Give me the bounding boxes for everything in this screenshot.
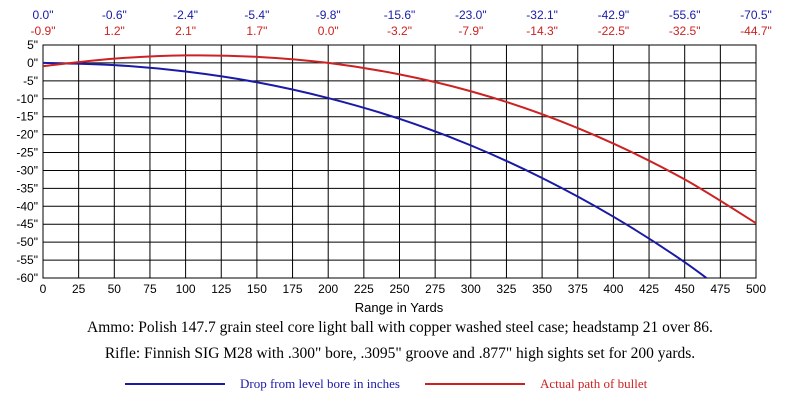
x-tick-label: 400 — [603, 282, 623, 296]
top-drop-label: -15.6" — [384, 8, 416, 22]
x-tick-label: 350 — [532, 282, 552, 296]
series-line-drop — [43, 61, 709, 278]
x-tick-labels: 0 25 50 75 100 125 150 175 200 225 250 275 300 325 350… — [40, 282, 767, 296]
y-tick-label: 0" — [27, 56, 38, 70]
grid-lines — [42, 44, 757, 279]
x-tick-label: 325 — [496, 282, 516, 296]
x-tick-label: 250 — [389, 282, 409, 296]
y-tick-label: -10" — [16, 92, 38, 106]
legend-drop-label: Drop from level bore in inches — [240, 376, 400, 391]
ammo-caption: Ammo: Polish 147.7 grain steel core ligh… — [87, 319, 713, 336]
x-tick-label: 450 — [675, 282, 695, 296]
y-tick-label: -60" — [16, 271, 38, 285]
top-path-label: -3.2" — [387, 24, 412, 38]
top-drop-label: -23.0" — [455, 8, 487, 22]
top-drop-label: 0.0" — [33, 8, 54, 22]
x-tick-label: 150 — [247, 282, 267, 296]
y-tick-label: -40" — [16, 199, 38, 213]
top-path-label: -7.9" — [458, 24, 483, 38]
x-tick-label: 50 — [108, 282, 122, 296]
x-axis-label: Range in Yards — [355, 300, 444, 315]
y-tick-label: -25" — [16, 146, 38, 160]
top-path-label: -32.5" — [669, 24, 701, 38]
x-tick-label: 200 — [318, 282, 338, 296]
y-tick-label: 5" — [27, 38, 38, 52]
top-drop-label: -42.9" — [598, 8, 630, 22]
x-tick-label: 425 — [639, 282, 659, 296]
x-tick-label: 100 — [176, 282, 196, 296]
x-tick-label: 300 — [461, 282, 481, 296]
top-path-label: -22.5" — [598, 24, 630, 38]
legend-path-swatch — [425, 383, 525, 385]
y-tick-label: -30" — [16, 163, 38, 177]
x-tick-label: 125 — [211, 282, 231, 296]
series-line-path — [43, 54, 756, 225]
x-tick-label: 225 — [354, 282, 374, 296]
top-path-label: -44.7" — [740, 24, 772, 38]
legend-path-label: Actual path of bullet — [540, 376, 648, 391]
x-tick-label: 75 — [143, 282, 157, 296]
y-tick-label: -5" — [23, 74, 38, 88]
legend-drop-swatch — [125, 383, 225, 385]
x-tick-label: 175 — [283, 282, 303, 296]
top-drop-label: -2.4" — [173, 8, 198, 22]
top-drop-label: -0.6" — [102, 8, 127, 22]
x-tick-label: 500 — [746, 282, 766, 296]
top-path-label: -0.9" — [31, 24, 56, 38]
rifle-caption: Rifle: Finnish SIG M28 with .300" bore, … — [104, 345, 696, 362]
top-path-label: 1.7" — [246, 24, 267, 38]
top-path-label: -14.3" — [526, 24, 558, 38]
top-drop-label: -5.4" — [244, 8, 269, 22]
top-value-labels: 0.0" -0.9" -0.6" 1.2" -2.4" 2.1" -5.4" 1.7" -9.8… — [31, 8, 772, 38]
top-drop-label: -55.6" — [669, 8, 701, 22]
y-tick-label: -20" — [16, 128, 38, 142]
x-tick-label: 275 — [425, 282, 445, 296]
y-tick-label: -50" — [16, 235, 38, 249]
x-tick-label: 375 — [568, 282, 588, 296]
x-tick-label: 475 — [710, 282, 730, 296]
top-drop-label: -70.5" — [740, 8, 772, 22]
top-path-label: 2.1" — [175, 24, 196, 38]
y-tick-label: -45" — [16, 217, 38, 231]
y-tick-labels: 5" 0" -5" -10" -15" -20" -25" -30" -35" -40" -45" -… — [16, 38, 38, 285]
top-path-label: 0.0" — [318, 24, 339, 38]
x-tick-label: 0 — [40, 282, 47, 296]
top-drop-label: -9.8" — [316, 8, 341, 22]
top-path-label: 1.2" — [104, 24, 125, 38]
y-tick-label: -55" — [16, 253, 38, 267]
top-drop-label: -32.1" — [526, 8, 558, 22]
y-tick-label: -15" — [16, 110, 38, 124]
x-tick-label: 25 — [72, 282, 86, 296]
series-lines — [43, 54, 756, 278]
y-tick-label: -35" — [16, 181, 38, 195]
